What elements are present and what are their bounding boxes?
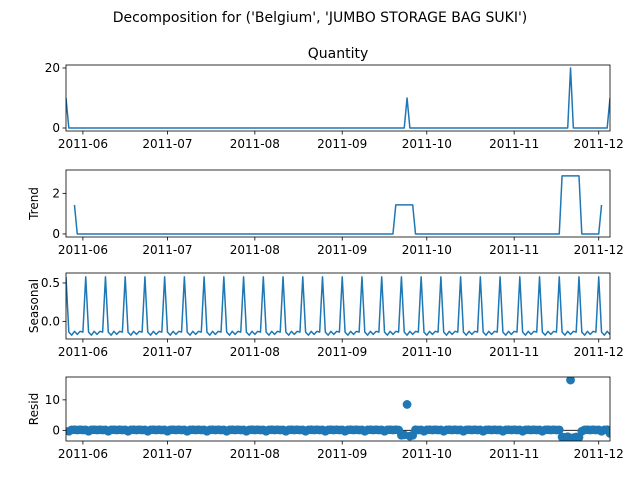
plot-area <box>66 377 610 441</box>
plot-area <box>73 175 603 235</box>
axes-frame <box>65 272 611 340</box>
figure-suptitle: Decomposition for ('Belgium', 'JUMBO STO… <box>113 10 528 26</box>
x-tick-label: 2011-10 <box>402 345 452 359</box>
y-tick-label: 2 <box>52 186 60 200</box>
x-tick-label: 2011-06 <box>58 447 108 461</box>
resid-point <box>554 425 564 435</box>
x-tick-label: 2011-10 <box>402 447 452 461</box>
x-tick-label: 2011-11 <box>489 345 539 359</box>
plot-area <box>66 276 610 336</box>
x-tick-label: 2011-12 <box>574 137 624 151</box>
x-tick-label: 2011-12 <box>574 243 624 257</box>
panel-trend: Trend 0 2 2011-06 2011-07 2011-08 2011-09 2011-… <box>27 169 624 257</box>
x-tick-label: 2011-07 <box>142 345 192 359</box>
panel-seasonal: Seasonal 0.0 0.5 2011-06 2011-07 2011-08 2011-… <box>27 272 624 359</box>
resid-point <box>605 428 610 438</box>
x-tick-label: 2011-09 <box>317 345 367 359</box>
x-tick-label: 2011-07 <box>142 447 192 461</box>
y-axis-label: Trend <box>27 187 41 221</box>
x-tick-label: 2011-09 <box>317 447 367 461</box>
x-tick-label: 2011-09 <box>317 243 367 257</box>
axes-frame <box>65 169 611 238</box>
panel-quantity: Quantity 0 20 2011-06 2011-07 2011-08 2011-09 2… <box>45 46 624 151</box>
y-tick-label: 10 <box>45 393 60 407</box>
series-line <box>73 175 603 235</box>
plot-area <box>66 67 610 129</box>
x-tick-label: 2011-10 <box>402 137 452 151</box>
x-tick-label: 2011-11 <box>489 447 539 461</box>
x-tick-label: 2011-08 <box>230 345 280 359</box>
x-tick-label: 2011-06 <box>58 243 108 257</box>
y-tick-label: 0.5 <box>41 276 60 290</box>
y-tick-label: 0 <box>52 423 60 437</box>
x-tick-label: 2011-09 <box>317 137 367 151</box>
x-tick-label: 2011-07 <box>142 243 192 257</box>
y-tick-label: 20 <box>45 61 60 75</box>
y-tick-label: 0.0 <box>41 314 60 328</box>
x-tick-label: 2011-06 <box>58 137 108 151</box>
x-tick-label: 2011-11 <box>489 243 539 257</box>
y-axis-label: Seasonal <box>27 279 41 333</box>
y-axis-label: Resid <box>27 393 41 425</box>
x-tick-label: 2011-08 <box>230 243 280 257</box>
x-tick-label: 2011-12 <box>574 345 624 359</box>
y-tick-label: 0 <box>52 121 60 135</box>
panel-title: Quantity <box>308 46 369 62</box>
x-tick-label: 2011-06 <box>58 345 108 359</box>
x-tick-label: 2011-07 <box>142 137 192 151</box>
y-tick-label: 0 <box>52 227 60 241</box>
series-line <box>66 67 610 129</box>
x-tick-label: 2011-08 <box>230 447 280 461</box>
axes-frame <box>65 376 611 442</box>
panel-resid: Resid 0 10 2011-06 2011-07 2011-08 2011-09 2011… <box>27 376 624 461</box>
x-tick-label: 2011-08 <box>230 137 280 151</box>
x-tick-label: 2011-10 <box>402 243 452 257</box>
x-tick-label: 2011-11 <box>489 137 539 151</box>
x-tick-label: 2011-12 <box>574 447 624 461</box>
resid-point <box>402 400 412 409</box>
resid-point <box>566 377 575 385</box>
series-line <box>66 276 610 336</box>
axes-frame <box>65 64 611 132</box>
